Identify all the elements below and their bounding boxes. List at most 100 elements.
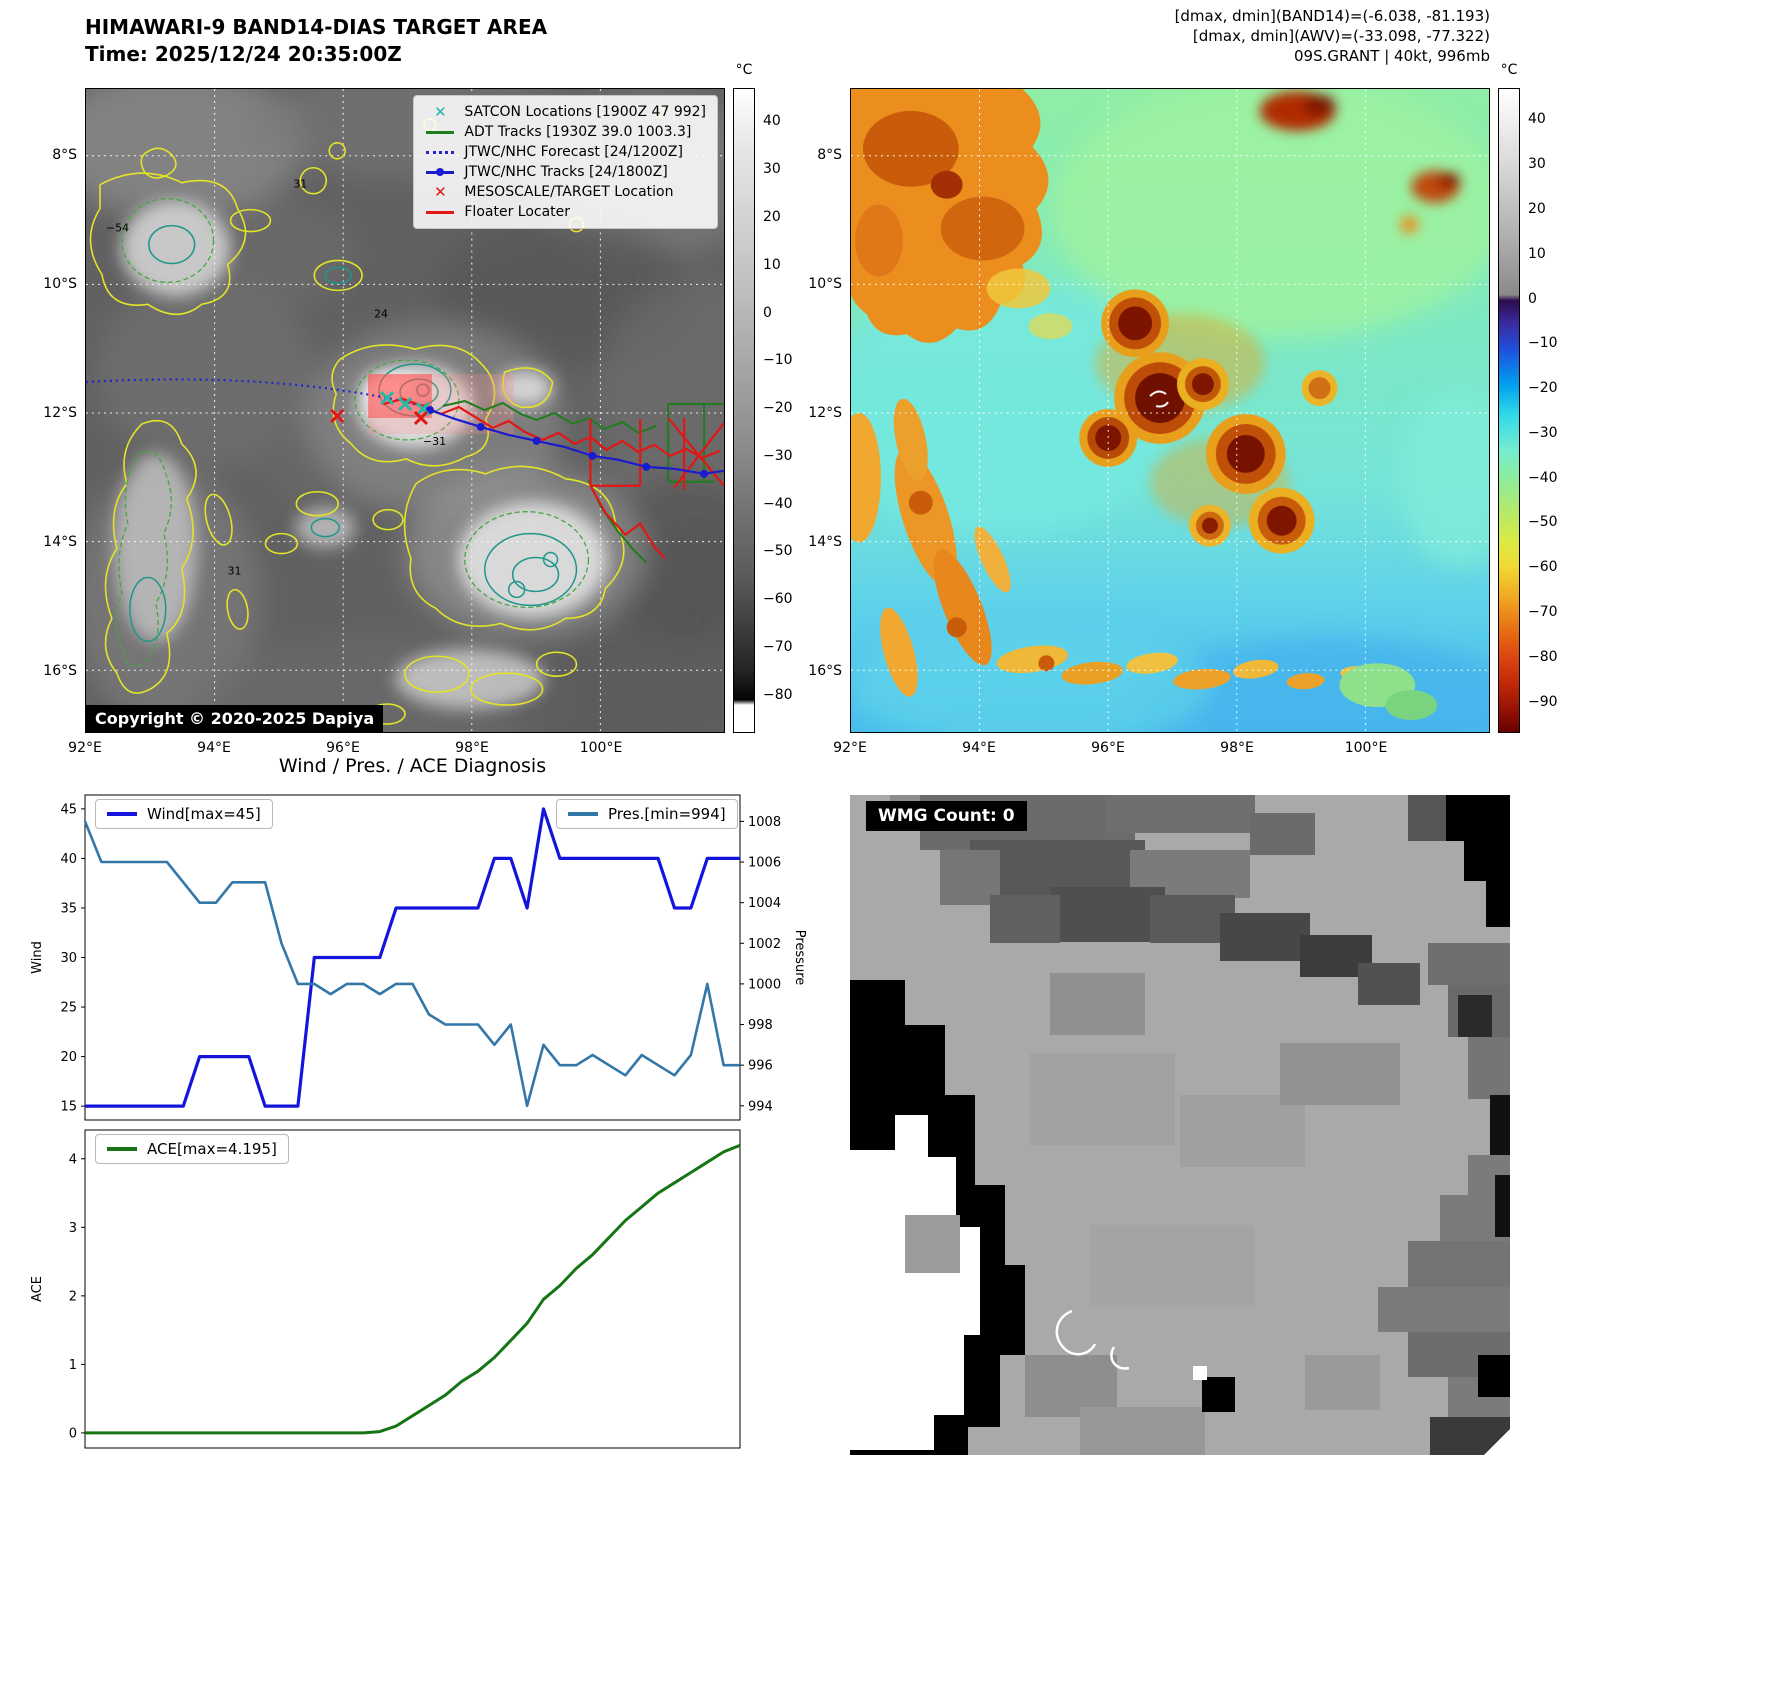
dmax-dmin-awv: [dmax, dmin](AWV)=(-33.098, -77.322) xyxy=(1192,27,1490,45)
band14-map-legend: ✕ SATCON Locations [1900Z 47 992] ADT Trac… xyxy=(413,95,718,229)
awv-south-streaks xyxy=(996,645,1438,721)
legend-item-label: MESOSCALE/TARGET Location xyxy=(464,184,674,200)
wmg-se-band xyxy=(1378,1155,1510,1455)
ace-legend-label: ACE[max=4.195] xyxy=(147,1140,277,1158)
wmg-black-dot xyxy=(1202,1377,1235,1412)
colorbar-tick-label: 10 xyxy=(1528,245,1546,262)
left-tick-label: 3 xyxy=(69,1221,77,1236)
copyright-label: Copyright © 2020-2025 Dapiya xyxy=(86,705,384,732)
line-sample-icon xyxy=(426,210,455,214)
satcon-markers xyxy=(380,390,430,417)
band14-time: Time: 2025/12/24 20:35:00Z xyxy=(85,42,402,66)
linedot-marker-icon xyxy=(425,165,455,179)
band14-colorbar xyxy=(733,88,755,733)
series-line-left xyxy=(85,1144,741,1435)
lon-tick-label: 96°E xyxy=(326,740,360,756)
lon-tick-label: 94°E xyxy=(962,740,996,756)
colorbar-tick-label: 20 xyxy=(1528,200,1546,217)
awv-image xyxy=(851,89,1489,732)
left-tick-label: 2 xyxy=(69,1289,77,1304)
right-tick-label: 998 xyxy=(748,1018,773,1033)
left-tick-label: 4 xyxy=(69,1152,77,1167)
colorbar-tick-label: −50 xyxy=(1528,514,1558,531)
lat-tick-label: 10°S xyxy=(43,276,77,292)
wind-legend: Wind[max=45] xyxy=(95,799,273,829)
contour-label: 31 xyxy=(293,178,307,191)
legend-item-label: Floater Locater xyxy=(464,204,571,220)
lon-tick-label: 98°E xyxy=(1220,740,1254,756)
colorbar-tick-label: 20 xyxy=(763,209,781,225)
colorbar-tick-label: −40 xyxy=(763,495,793,512)
wind-line-sample-icon xyxy=(107,812,137,816)
lat-tick-label: 12°S xyxy=(808,405,842,421)
dmax-dmin-band14: [dmax, dmin](BAND14)=(-6.038, -81.193) xyxy=(1174,7,1490,25)
left-tick-label: 30 xyxy=(60,951,77,966)
pres-legend: Pres.[min=994] xyxy=(556,799,738,829)
legend-item: ✕ MESOSCALE/TARGET Location xyxy=(425,184,706,200)
left-tick-label: 25 xyxy=(60,1001,77,1016)
right-tick-label: 1002 xyxy=(748,937,781,952)
lon-tick-label: 92°E xyxy=(833,740,867,756)
wmg-corner-sliver xyxy=(1484,1429,1510,1455)
contour-label: −54 xyxy=(106,222,129,235)
wmg-map: WMG Count: 0 xyxy=(850,795,1510,1455)
colorbar-tick-label: 30 xyxy=(763,161,781,178)
lat-tick-label: 16°S xyxy=(808,663,842,679)
left-tick-label: 0 xyxy=(69,1426,77,1441)
storm-id-intensity: 09S.GRANT | 40kt, 996mb xyxy=(1293,47,1490,65)
lat-tick-label: 14°S xyxy=(43,534,77,550)
series-line-left xyxy=(85,807,740,1108)
awv-sw-streaks xyxy=(851,398,1011,697)
lat-tick-label: 10°S xyxy=(808,276,842,292)
lat-tick-label: 12°S xyxy=(43,405,77,421)
right-tick-label: 1006 xyxy=(748,856,781,871)
legend-item: JTWC/NHC Tracks [24/1800Z] xyxy=(425,164,706,180)
mesoscale-markers xyxy=(330,408,428,426)
line-sample-icon xyxy=(426,130,455,134)
awv-colorbar xyxy=(1498,88,1520,733)
left-tick-label: 1 xyxy=(69,1358,77,1373)
ace-chart: 0 1 2 3 4 ACE xyxy=(30,1129,741,1449)
lat-tick-label: 14°S xyxy=(808,534,842,550)
xmark-marker-icon: ✕ xyxy=(434,103,447,121)
wmg-white-region xyxy=(850,1115,980,1450)
contour-labels: −54 31 24 −31 31 xyxy=(106,178,446,578)
left-tick-label: 15 xyxy=(60,1100,77,1115)
wmg-count-badge: WMG Count: 0 xyxy=(866,801,1027,831)
series-line-right xyxy=(83,820,740,1108)
colorbar-tick-label: −20 xyxy=(763,400,793,417)
colorbar-tick-label: −80 xyxy=(763,686,793,703)
latlon-grid xyxy=(851,89,1489,732)
colorbar-tick-label: 0 xyxy=(1528,290,1537,307)
band14-map: −54 31 24 −31 31 xyxy=(85,88,725,733)
legend-item: Floater Locater xyxy=(425,204,706,220)
wind-pressure-chart: 15 20 25 30 35 40 45 Wind 994 996 998 1000 1002 1004 1… xyxy=(30,794,807,1121)
legend-item-label: JTWC/NHC Tracks [24/1800Z] xyxy=(464,164,668,180)
awv-header: [dmax, dmin](BAND14)=(-6.038, -81.193) [… xyxy=(850,6,1490,66)
lon-tick-label: 94°E xyxy=(197,740,231,756)
right-tick-label: 1004 xyxy=(748,896,781,911)
colorbar-tick-label: 10 xyxy=(763,256,781,273)
colorbar-tick-label: −30 xyxy=(763,447,793,464)
ace-line-sample-icon xyxy=(107,1147,137,1151)
wmg-mid-tones xyxy=(1025,973,1400,1455)
right-tick-label: 1008 xyxy=(748,815,781,830)
floater-track xyxy=(382,397,724,560)
contour-label: 31 xyxy=(228,564,242,577)
lat-tick-label: 8°S xyxy=(817,147,842,163)
colorbar-tick-label: −60 xyxy=(1528,559,1558,576)
left-tick-label: 45 xyxy=(60,802,77,817)
band14-colorbar-unit: °C xyxy=(735,62,753,78)
ace-legend: ACE[max=4.195] xyxy=(95,1134,289,1164)
colorbar-tick-label: −70 xyxy=(1528,604,1558,621)
wmg-gray-patch xyxy=(905,1215,960,1273)
colorbar-tick-label: −10 xyxy=(763,352,793,369)
colorbar-tick-label: −20 xyxy=(1528,380,1558,397)
colorbar-tick-label: −70 xyxy=(763,639,793,655)
band14-title: HIMAWARI-9 BAND14-DIAS TARGET AREA xyxy=(85,15,548,39)
legend-item: JTWC/NHC Forecast [24/1200Z] xyxy=(425,144,706,160)
left-tick-label: 40 xyxy=(60,852,77,867)
legend-item: ✕ SATCON Locations [1900Z 47 992] xyxy=(425,104,706,120)
wmg-right-band xyxy=(1428,943,1510,1180)
wmg-white-dot xyxy=(1193,1366,1207,1380)
